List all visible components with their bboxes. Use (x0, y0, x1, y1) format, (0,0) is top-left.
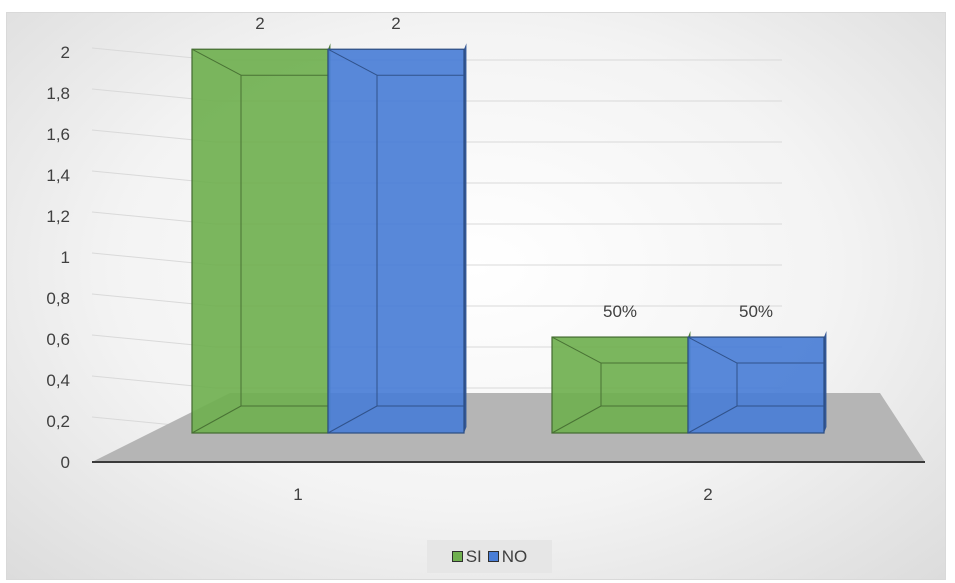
x-tick-label: 1 (293, 485, 302, 504)
y-tick-label: 0 (61, 453, 70, 472)
bar-front (327, 48, 465, 434)
legend: SI NO (427, 540, 552, 573)
legend-item-no: NO (487, 546, 528, 567)
x-tick-label: 2 (703, 485, 712, 504)
legend-label-no: NO (501, 546, 528, 566)
bar-side (464, 43, 467, 433)
bar-front (551, 336, 689, 434)
data-label-si-2: 50% (603, 302, 637, 321)
data-label-no-2: 50% (739, 302, 773, 321)
y-axis-ticks: 0 0,2 0,4 0,6 0,8 1 1,2 1,4 1,6 1,8 2 (46, 43, 70, 472)
bars (191, 43, 827, 434)
y-tick-label: 2 (61, 43, 70, 62)
y-tick-label: 1,8 (46, 84, 70, 103)
legend-label-si: SI (465, 546, 482, 566)
legend-swatch-si (451, 551, 463, 562)
y-tick-label: 0,2 (46, 412, 70, 431)
legend-item-si: SI (451, 546, 482, 567)
data-label-si-1: 2 (255, 14, 264, 33)
bar-front (687, 336, 825, 434)
data-label-no-1: 2 (391, 14, 400, 33)
bar-no-1 (327, 43, 467, 434)
bar-si-2 (551, 331, 691, 434)
bar-edge (551, 336, 602, 364)
legend-swatch-no (487, 551, 499, 562)
chart-area (6, 12, 946, 580)
bar-edge (191, 405, 242, 434)
data-labels: 2 2 50% 50% (255, 14, 773, 321)
y-tick-label: 1,2 (46, 207, 70, 226)
bar-side (824, 331, 827, 433)
bar-edge (687, 405, 738, 434)
bar-edge (327, 405, 378, 434)
bar-no-2 (687, 331, 827, 434)
bar-si-1 (191, 43, 331, 434)
y-tick-label: 1,6 (46, 125, 70, 144)
y-tick-label: 0,6 (46, 330, 70, 349)
bar-edge (551, 405, 602, 434)
bar-edge (687, 336, 738, 364)
bar-edge (327, 48, 378, 76)
bar-edge (191, 48, 242, 76)
y-tick-label: 1 (61, 248, 70, 267)
y-tick-label: 1,4 (46, 166, 70, 185)
bar-front (191, 48, 329, 434)
y-tick-label: 0,4 (46, 371, 70, 390)
y-tick-label: 0,8 (46, 289, 70, 308)
